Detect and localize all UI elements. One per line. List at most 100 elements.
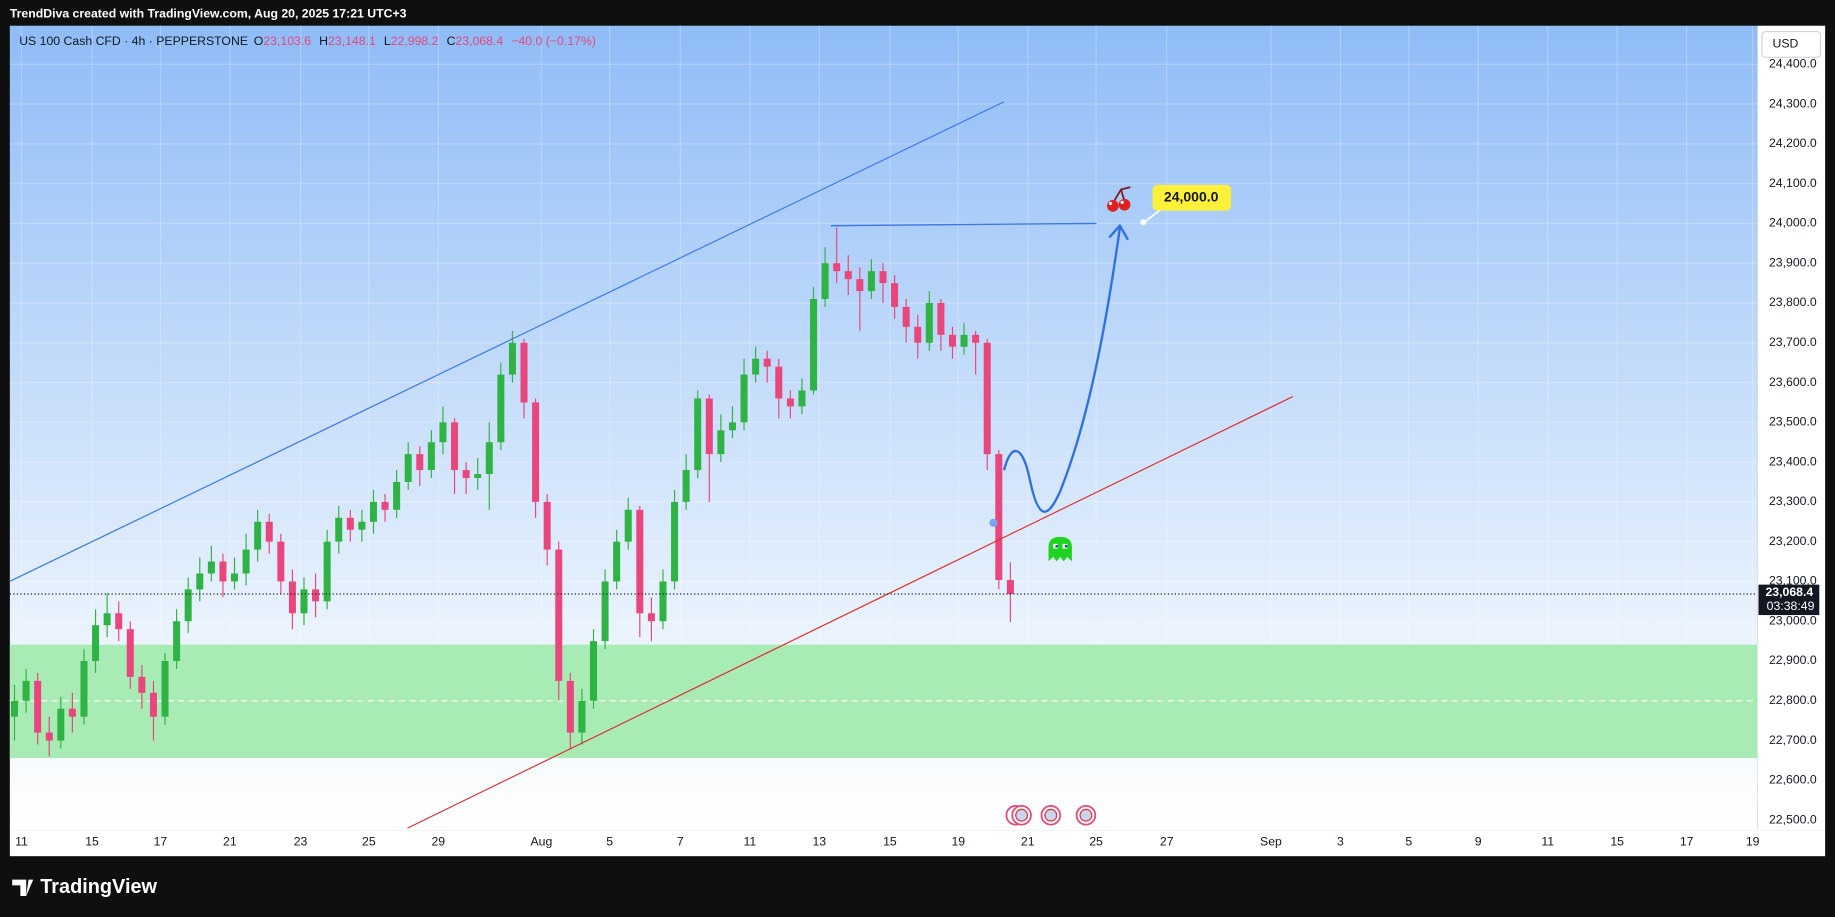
last-price-box [1758, 584, 1820, 616]
candle-body [10, 700, 18, 717]
target-label: 24,000.0 [1164, 188, 1219, 204]
x-tick-label: 11 [743, 834, 756, 848]
candle-body [671, 501, 679, 582]
candle-body [184, 589, 192, 622]
x-tick-label: 15 [85, 834, 99, 848]
candle-body [161, 660, 169, 717]
x-tick-label: 5 [1405, 834, 1412, 848]
candle-body [740, 374, 748, 423]
candle-body [323, 541, 331, 602]
y-tick-label: 24,200.0 [1769, 136, 1817, 150]
candle-body [867, 271, 875, 292]
candle-body [462, 470, 470, 479]
candle-body [335, 517, 343, 542]
candle-body [381, 501, 389, 510]
candle-body [555, 549, 563, 681]
y-tick-label: 23,400.0 [1769, 454, 1817, 468]
x-tick-label: 23 [294, 834, 308, 848]
brand: TradingView [40, 876, 157, 898]
event-icons[interactable] [1005, 805, 1097, 826]
x-tick-label: 29 [431, 834, 445, 848]
x-tick-label: 13 [812, 834, 826, 848]
candle-body [798, 390, 806, 407]
change: −40.0 (−0.17%) [511, 34, 596, 48]
currency-button[interactable] [1761, 30, 1822, 58]
candle-body [763, 358, 771, 367]
candle-body [393, 481, 401, 510]
candle-body [173, 621, 181, 661]
candle-body [972, 334, 980, 343]
candle-body [925, 302, 933, 343]
x-tick-label: Aug [530, 834, 552, 848]
candle-body [265, 521, 273, 542]
candle-body [242, 549, 250, 574]
y-tick-label: 22,600.0 [1769, 773, 1817, 787]
y-tick-label: 22,800.0 [1769, 693, 1817, 707]
ohlc-key: C [447, 34, 456, 48]
candle-body [682, 470, 690, 502]
candle-body [532, 402, 540, 502]
y-tick-label: 23,300.0 [1769, 494, 1817, 508]
candle-body [705, 398, 713, 455]
x-tick-label: 21 [223, 834, 237, 848]
y-tick-label: 22,900.0 [1769, 653, 1817, 667]
ghost-icon [1048, 536, 1072, 562]
candle-body [902, 306, 910, 327]
candle-body [149, 692, 157, 717]
candle-body [601, 581, 609, 642]
candle-body [752, 358, 760, 375]
ohlc-key: L [384, 34, 391, 48]
candle-body [578, 700, 586, 733]
candle-body [485, 442, 493, 475]
candle-body [404, 454, 412, 482]
ohlc-value: 23,103.6 [263, 34, 311, 48]
candle-body [821, 263, 829, 300]
symbol: US 100 Cash CFD · 4h · PEPPERSTONE [19, 34, 248, 48]
candle-body [1006, 580, 1014, 595]
y-tick-label: 23,000.0 [1769, 613, 1817, 627]
x-tick-label: Sep [1260, 834, 1282, 848]
candle-body [497, 374, 505, 443]
projection-path [1002, 227, 1122, 513]
candle-body [856, 279, 864, 292]
y-tick-label: 24,000.0 [1769, 216, 1817, 230]
x-tick-label: 17 [1680, 834, 1694, 848]
x-tick-label: 25 [362, 834, 376, 848]
lower-trendline [407, 395, 1294, 829]
ohlc-value: 23,068.4 [455, 34, 503, 48]
candle-body [369, 501, 377, 522]
x-tick-label: 21 [1021, 834, 1035, 848]
callout-dot [1140, 219, 1147, 226]
y-tick-label: 23,200.0 [1769, 534, 1817, 548]
candle-body [566, 680, 574, 733]
time-axis [9, 830, 1826, 857]
candle-body [346, 517, 354, 530]
candle-body [219, 561, 227, 582]
candle-body [68, 708, 76, 717]
candle-body [948, 334, 956, 347]
candle-body [231, 573, 239, 582]
x-tick-label: 15 [883, 834, 897, 848]
candle-body [589, 641, 598, 701]
candle-body [427, 442, 435, 471]
candle-body [45, 732, 53, 741]
caption: TrendDiva created with TradingView.com, … [10, 6, 407, 20]
candle-body [115, 613, 123, 630]
x-tick-label: 27 [1160, 834, 1174, 848]
x-tick-label: 7 [677, 834, 684, 848]
candle-body [103, 613, 111, 626]
candle-body [358, 521, 366, 530]
candle-body [520, 342, 528, 403]
candle-body [126, 629, 134, 677]
drawings [9, 101, 1294, 829]
x-tick-label: 3 [1337, 834, 1344, 848]
cherry-icon [1106, 186, 1131, 212]
candle-body [207, 561, 215, 574]
candle-body [80, 660, 88, 717]
x-tick-label: 25 [1089, 834, 1103, 848]
x-tick-label: 9 [1475, 834, 1482, 848]
x-tick-label: 11 [15, 834, 28, 848]
candle-body [416, 454, 424, 471]
ohlc-key: H [319, 34, 328, 48]
